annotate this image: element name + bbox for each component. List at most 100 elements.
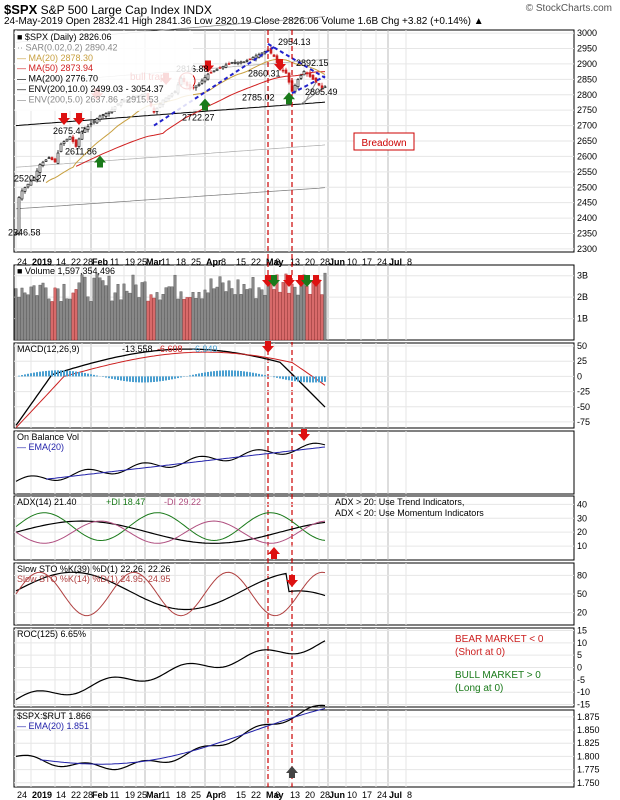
- macd-histogram-bar: [225, 370, 227, 377]
- volume-bar: [65, 298, 69, 341]
- macd-histogram-bar: [210, 371, 212, 377]
- candle-body: [221, 66, 225, 69]
- x-tick-label-bottom: 18: [176, 790, 186, 800]
- ratio-ema-legend: — EMA(20) 1.851: [17, 721, 89, 731]
- volume-bar: [98, 277, 102, 341]
- ratio-axis-label: 1.825: [577, 738, 600, 748]
- candle-body: [239, 61, 243, 64]
- x-tick-label-bottom: 8: [407, 790, 412, 800]
- macd-histogram-bar: [165, 376, 167, 381]
- green-arrow-icon: [283, 92, 295, 105]
- volume-bar: [320, 294, 324, 341]
- x-tick-label-price: 8: [407, 257, 412, 267]
- volume-bar: [23, 292, 27, 341]
- volume-axis-label: 1B: [577, 314, 588, 324]
- roc-line: [15, 640, 326, 701]
- price-axis-label: 2600: [577, 151, 597, 161]
- macd-histogram-bar: [177, 376, 179, 379]
- volume-bar: [302, 274, 306, 341]
- x-tick-label-bottom: Jul: [389, 790, 402, 800]
- adx-legend: ADX(14) 21.40: [17, 497, 77, 507]
- volume-bar: [203, 289, 207, 341]
- macd-histogram-bar: [249, 372, 251, 377]
- macd-histogram-bar: [42, 371, 44, 377]
- red-arrow-icon: [73, 112, 85, 125]
- macd-histogram-bar: [93, 374, 95, 377]
- red-arrow-icon: [286, 575, 298, 587]
- candle-body: [29, 180, 33, 186]
- adx-line: [15, 520, 326, 544]
- x-tick-label-price: 18: [176, 257, 186, 267]
- macd-histogram-bar: [291, 376, 293, 381]
- volume-bar: [179, 291, 183, 341]
- x-tick-label-bottom: 24: [17, 790, 27, 800]
- macd-histogram-bar: [219, 370, 221, 377]
- candle-body: [305, 72, 309, 75]
- volume-bar: [251, 277, 255, 341]
- candle-body: [101, 114, 105, 116]
- volume-bar: [311, 280, 315, 341]
- x-tick-label-price: 15: [236, 257, 246, 267]
- brand-logo: © StockCharts.com: [525, 3, 612, 14]
- volume-bar: [170, 286, 174, 341]
- x-tick-label-price: 11: [110, 257, 119, 267]
- macd-histogram-bar: [168, 376, 170, 380]
- volume-bar: [29, 286, 33, 341]
- candle-body: [284, 69, 288, 74]
- macd-histogram-bar: [261, 374, 263, 377]
- macd-histogram-bar: [129, 376, 131, 382]
- volume-bar: [236, 279, 240, 341]
- macd-histogram-bar: [273, 376, 275, 378]
- macd-histogram-bar: [234, 370, 236, 377]
- volume-bar: [305, 285, 309, 341]
- green-arrow-icon: [94, 155, 106, 168]
- x-tick-label-price: 13: [290, 257, 300, 267]
- macd-histogram-bar: [138, 376, 140, 383]
- macd-axis-label: -25: [577, 387, 590, 397]
- candle-body: [74, 139, 78, 147]
- price-label: 2785.02: [242, 92, 275, 102]
- green-arrow-icon: [268, 275, 280, 287]
- price-label: 2675.47: [53, 126, 86, 136]
- macd-histogram-bar: [216, 370, 218, 377]
- roc-axis-label: 0: [577, 663, 582, 673]
- macd-value-1: -13.558: [122, 344, 153, 354]
- macd-histogram-bar: [306, 376, 308, 383]
- red-arrow-icon: [58, 112, 70, 125]
- sto-axis-label: 50: [577, 589, 587, 599]
- x-tick-label-price: 11: [161, 257, 170, 267]
- adx-axis-label: 20: [577, 527, 587, 537]
- x-tick-label-price: 2019: [32, 257, 52, 267]
- volume-bar: [152, 297, 156, 341]
- ratio-axis-label: 1.800: [577, 751, 600, 761]
- macd-histogram-bar: [141, 376, 143, 383]
- macd-histogram-bar: [315, 376, 317, 383]
- candle-body: [248, 58, 252, 61]
- candle-body: [251, 57, 255, 61]
- price-legend-item: — ENV(200,5.0) 2637.86 - 2915.53: [17, 94, 159, 104]
- volume-bar: [185, 297, 189, 341]
- price-axis-label: 2350: [577, 229, 597, 239]
- macd-value-2: -6.608: [157, 344, 183, 354]
- volume-bar: [158, 299, 162, 341]
- x-tick-label-bottom: 14: [56, 790, 66, 800]
- panel-frame-obv: [13, 430, 575, 495]
- macd-axis-label: 50: [577, 341, 587, 351]
- price-label: 2346.58: [8, 228, 41, 238]
- candle-body: [200, 80, 204, 84]
- macd-histogram-bar: [312, 376, 314, 383]
- roc-axis-label: -5: [577, 675, 585, 685]
- macd-value-3: -6.949: [192, 344, 218, 354]
- macd-histogram-bar: [117, 376, 119, 381]
- volume-bar: [206, 292, 210, 341]
- x-tick-label-bottom: 28: [83, 790, 93, 800]
- macd-histogram-bar: [297, 376, 299, 382]
- volume-bar: [83, 276, 87, 341]
- macd-axis-label: -50: [577, 402, 590, 412]
- x-tick-label-price: 24: [377, 257, 387, 267]
- candle-body: [209, 71, 213, 74]
- red-arrow-icon: [202, 60, 214, 73]
- x-tick-label-price: 25: [191, 257, 201, 267]
- volume-bar: [74, 289, 78, 341]
- macd-histogram-bar: [204, 372, 206, 377]
